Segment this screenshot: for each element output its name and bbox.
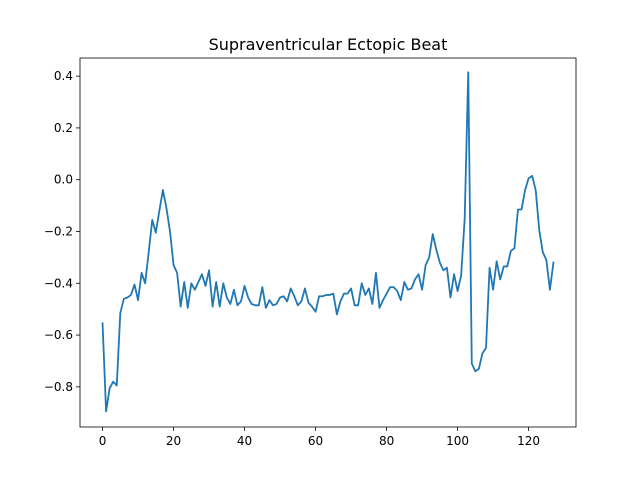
x-tick-label: 100 bbox=[446, 434, 469, 448]
chart-title: Supraventricular Ectopic Beat bbox=[209, 35, 448, 54]
y-tick-label: 0.2 bbox=[54, 121, 73, 135]
x-tick-label: 20 bbox=[166, 434, 181, 448]
y-tick-label: −0.6 bbox=[44, 328, 73, 342]
x-tick-label: 40 bbox=[237, 434, 252, 448]
y-axis-ticks: −0.8 −0.6 −0.4 −0.2 0.0 0.2 0.4 bbox=[44, 69, 80, 394]
series-line bbox=[101, 71, 555, 413]
x-tick-label: 80 bbox=[379, 434, 394, 448]
x-tick-label: 120 bbox=[517, 434, 540, 448]
y-tick-label: −0.2 bbox=[44, 224, 73, 238]
plot-frame bbox=[79, 57, 577, 428]
y-tick-label: −0.8 bbox=[44, 380, 73, 394]
y-tick-label: 0.4 bbox=[54, 69, 73, 83]
y-tick-label: 0.0 bbox=[54, 173, 73, 187]
x-tick-label: 60 bbox=[308, 434, 323, 448]
y-tick-label: −0.4 bbox=[44, 276, 73, 290]
x-tick-label: 0 bbox=[99, 434, 107, 448]
x-axis-ticks: 0 20 40 60 80 100 120 bbox=[99, 427, 540, 448]
